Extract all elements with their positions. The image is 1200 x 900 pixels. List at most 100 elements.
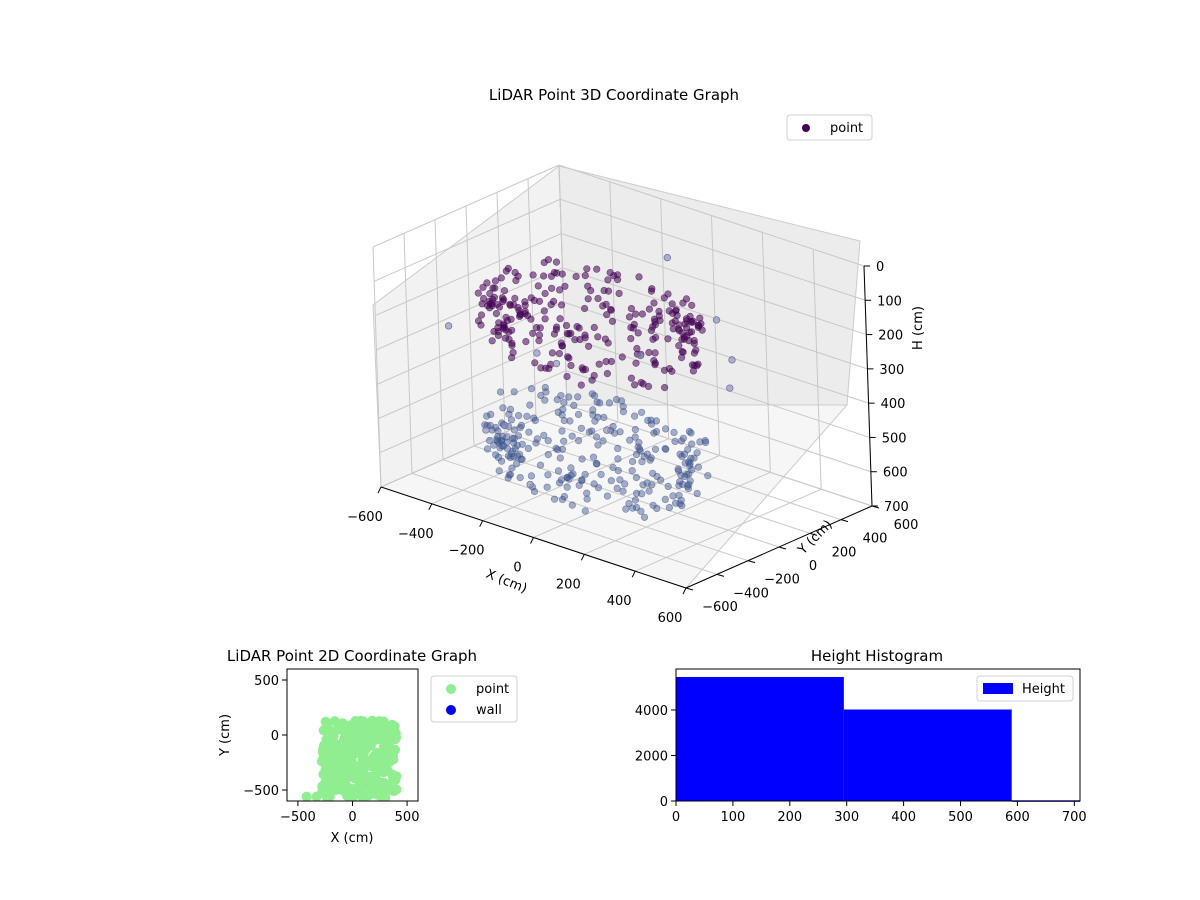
point-3d [689,317,697,325]
point-3d [483,412,491,420]
point-3d [630,412,639,420]
grid-line-z [378,335,870,438]
point-3d [637,507,645,515]
point-3d [560,416,568,425]
point-3d [564,353,572,361]
point-3d [527,294,535,302]
point-3d [574,410,583,419]
legend-hist: Height [976,675,1074,702]
point-3d [498,436,506,444]
point-2d [367,715,378,726]
point-3d [678,348,686,356]
point-3d [563,372,571,381]
title-2d: LiDAR Point 2D Coordinate Graph [227,647,477,665]
point-3d [588,390,596,398]
x-tick-label-2d: 0 [348,810,356,825]
y-tick-label-hist: 2000 [635,749,668,764]
point-2d [351,719,362,730]
x-tick-label-hist: 200 [777,810,802,825]
x-tick-label-hist: 100 [720,810,745,825]
point-3d [608,317,617,325]
point-3d-outlier [603,426,611,434]
point-2d [362,728,373,739]
point-3d [574,437,583,445]
point-3d [631,496,640,504]
point-2d [361,742,372,753]
point-3d [562,321,571,330]
point-3d [496,388,505,396]
y-tick-3d [747,560,756,564]
point-3d [485,436,494,445]
point-3d [596,399,604,407]
point-3d [514,412,523,420]
y-tick-label-3d: −400 [733,586,769,601]
y-tick-label-2d: 0 [271,729,279,744]
point-3d [602,300,610,308]
point-3d [625,313,634,321]
point-3d [587,287,595,295]
point-3d [510,388,518,396]
point-2d [354,744,365,755]
point-3d [511,294,519,303]
point-3d [645,348,653,357]
point-3d [544,256,553,264]
point-3d [613,484,621,493]
point-3d [583,489,591,497]
point-3d [631,433,639,441]
legend-3d-label: point [830,121,863,136]
z-tick-label-3d: 600 [883,466,908,481]
point-3d [640,513,649,521]
point-3d [628,457,637,466]
y-tick-label-3d: 0 [809,559,817,574]
point-3d [492,310,501,318]
point-3d [648,285,656,293]
point-3d [661,425,670,433]
plot-2d: −500 0 500 −500 0 500 [243,668,420,825]
point-3d [555,286,564,294]
point-2d [323,767,334,778]
point-3d [541,396,549,404]
point-2d [358,766,369,777]
x-tick-label-hist: 600 [1005,810,1030,825]
x-tick-3d [580,554,585,561]
point-3d [638,490,646,498]
point-cloud-2d [301,715,402,801]
point-2d [387,775,398,786]
point-3d [614,455,622,463]
x-tick-label-2d: 500 [395,810,420,825]
point-3d [665,504,674,512]
point-3d [510,435,518,443]
point-3d [535,331,544,339]
point-3d [684,484,693,493]
axes-3d: −600−400−2000200400600−600−400−200020040… [347,164,918,626]
x-tick-3d [479,520,484,527]
point-2d [380,792,391,801]
y-tick-label-2d: −500 [243,784,279,799]
point-3d [557,339,565,347]
point-3d [632,359,640,367]
point-3d [650,299,658,307]
point-3d [630,381,639,389]
point-3d [621,480,629,488]
point-3d [604,339,612,347]
point-3d [664,290,672,298]
grid-line-z [379,370,872,473]
point-3d [572,272,580,281]
x-tick-3d [631,570,636,578]
point-3d [645,305,654,313]
point-3d [498,457,506,465]
point-3d [679,299,687,307]
point-3d [647,454,655,462]
point-3d [616,476,624,484]
point-3d [498,442,506,450]
point-3d [474,289,482,297]
point-3d [558,495,567,504]
point-3d [561,282,569,290]
plot-frame-hist [675,668,1081,802]
point-3d [634,329,642,337]
point-3d [500,287,509,295]
hist-bar [843,709,1012,801]
point-2d [336,761,347,772]
point-2d [388,729,399,739]
point-3d [619,402,627,411]
